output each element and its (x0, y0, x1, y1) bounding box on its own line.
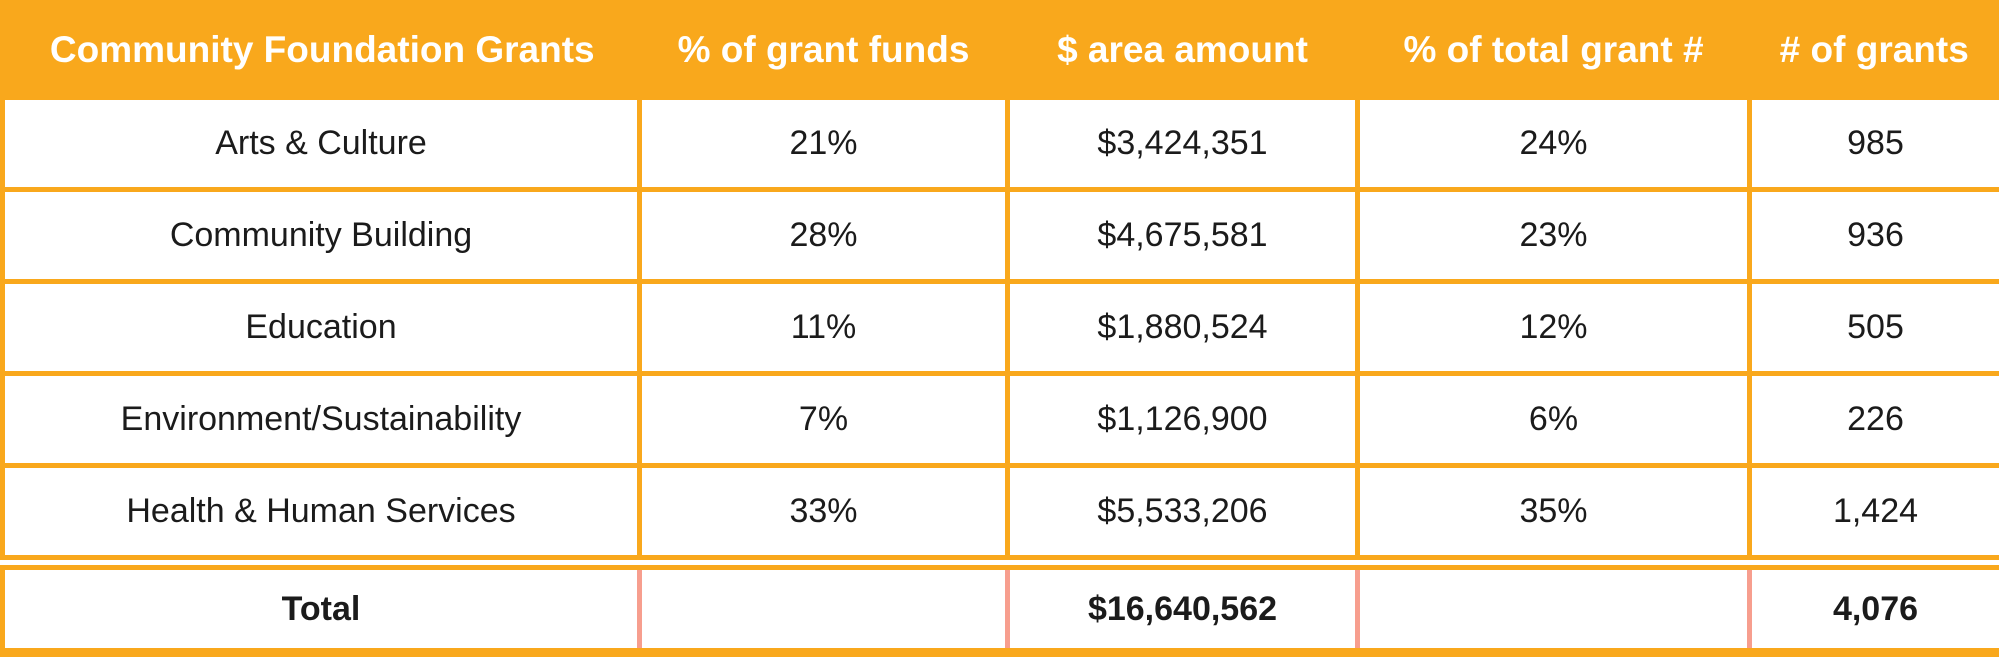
table-cell: 24% (1358, 98, 1750, 190)
column-header-pct-total-grant: % of total grant # (1358, 3, 1750, 98)
column-header-category: Community Foundation Grants (3, 3, 640, 98)
table-cell: 7% (640, 374, 1008, 466)
table-cell: 1,424 (1750, 466, 1999, 563)
column-header-num-grants: # of grants (1750, 3, 1999, 98)
table-cell: 6% (1358, 374, 1750, 466)
table-cell: $1,126,900 (1008, 374, 1358, 466)
column-header-pct-grant-funds: % of grant funds (640, 3, 1008, 98)
table-cell: 12% (1358, 282, 1750, 374)
table-cell: $3,424,351 (1008, 98, 1358, 190)
total-pct-grant-count (1358, 563, 1750, 653)
table-cell: 23% (1358, 190, 1750, 282)
total-pct-grant-funds (640, 563, 1008, 653)
table-cell: $4,675,581 (1008, 190, 1358, 282)
table-cell: Environment/Sustainability (3, 374, 640, 466)
table-cell: Arts & Culture (3, 98, 640, 190)
column-header-area-amount: $ area amount (1008, 3, 1358, 98)
table-cell: 21% (640, 98, 1008, 190)
total-row: Total $16,640,562 4,076 (3, 563, 1999, 653)
table-cell: 985 (1750, 98, 1999, 190)
table-cell: $5,533,206 (1008, 466, 1358, 563)
table-cell: 35% (1358, 466, 1750, 563)
table-header: Community Foundation Grants % of grant f… (3, 3, 1999, 98)
table-cell: Health & Human Services (3, 466, 640, 563)
table-cell: 936 (1750, 190, 1999, 282)
table-cell: Community Building (3, 190, 640, 282)
header-row: Community Foundation Grants % of grant f… (3, 3, 1999, 98)
table-cell: 11% (640, 282, 1008, 374)
total-label: Total (3, 563, 640, 653)
grants-table-container: Community Foundation Grants % of grant f… (0, 0, 1999, 631)
table-cell: 33% (640, 466, 1008, 563)
table-cell: 505 (1750, 282, 1999, 374)
table-cell: Education (3, 282, 640, 374)
table-cell: $1,880,524 (1008, 282, 1358, 374)
total-num-grants: 4,076 (1750, 563, 1999, 653)
total-area-amount: $16,640,562 (1008, 563, 1358, 653)
table-cell: 226 (1750, 374, 1999, 466)
table-footer: Total $16,640,562 4,076 (3, 563, 1999, 653)
table-cell: 28% (640, 190, 1008, 282)
